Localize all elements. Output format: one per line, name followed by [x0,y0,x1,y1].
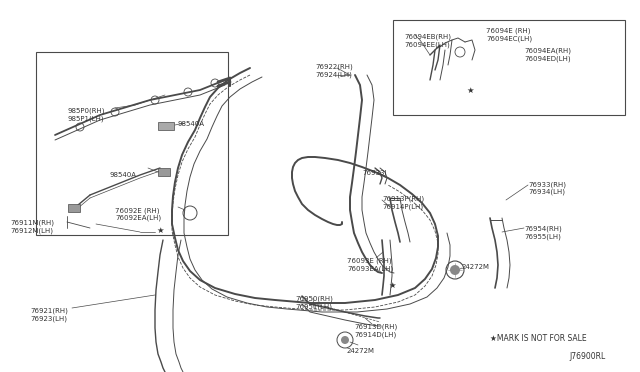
Text: 76933J: 76933J [362,170,387,176]
Circle shape [450,265,460,275]
Text: 76094EB(RH)
76094EE(LH): 76094EB(RH) 76094EE(LH) [404,34,451,48]
Bar [393,20,625,115]
Text: 76954(RH)
76955(LH): 76954(RH) 76955(LH) [524,226,562,240]
Text: 76950(RH)
76951(LH): 76950(RH) 76951(LH) [295,296,333,310]
Text: 24272M: 24272M [462,264,490,270]
Circle shape [341,336,349,344]
Text: 76922(RH)
76924(LH): 76922(RH) 76924(LH) [315,64,353,78]
Text: 98540A: 98540A [178,121,205,127]
Text: 24272M: 24272M [347,348,375,354]
Text: 76933(RH)
76934(LH): 76933(RH) 76934(LH) [528,181,566,195]
Text: 98540A: 98540A [110,172,137,178]
Text: 76921(RH)
76923(LH): 76921(RH) 76923(LH) [30,308,68,322]
Bar [158,122,174,130]
Text: ★: ★ [156,225,164,234]
Bar [158,168,170,176]
Text: 76913P(RH)
76914P(LH): 76913P(RH) 76914P(LH) [382,196,424,210]
Text: 76094E (RH)
76094EC(LH): 76094E (RH) 76094EC(LH) [486,28,532,42]
Bar [36,52,228,235]
Text: 76911M(RH)
76912M(LH): 76911M(RH) 76912M(LH) [10,220,54,234]
Text: 76092E (RH)
76092EA(LH): 76092E (RH) 76092EA(LH) [115,207,161,221]
Text: J76900RL: J76900RL [569,352,605,361]
Text: 76093E (RH)
76093EA(LH): 76093E (RH) 76093EA(LH) [347,258,393,272]
Text: 76913D(RH)
76914D(LH): 76913D(RH) 76914D(LH) [354,324,397,338]
Bar [68,204,80,212]
Text: ★MARK IS NOT FOR SALE: ★MARK IS NOT FOR SALE [490,334,587,343]
Text: 76094EA(RH)
76094ED(LH): 76094EA(RH) 76094ED(LH) [524,48,571,62]
Text: ★: ★ [388,280,396,289]
Text: 985P0(RH)
985P1(LH): 985P0(RH) 985P1(LH) [68,108,106,122]
Text: ★: ★ [467,86,474,94]
